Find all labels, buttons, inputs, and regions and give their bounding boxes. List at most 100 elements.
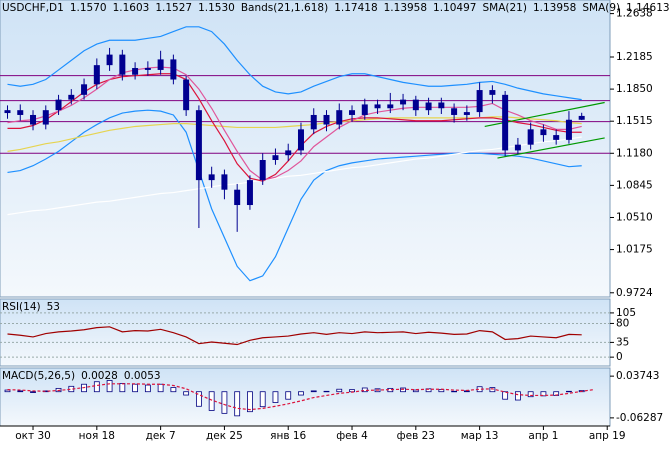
histogram-bar — [234, 391, 241, 417]
candle-body — [297, 129, 304, 151]
candle-body — [195, 110, 202, 181]
panel — [0, 367, 611, 427]
y-tick-label: 0 — [616, 351, 623, 363]
y-tick-label: 1.2638 — [616, 8, 653, 20]
header-text: 1.1530 — [198, 2, 235, 14]
candle-body — [349, 110, 356, 115]
histogram-bar — [489, 387, 496, 393]
histogram-bar — [4, 389, 11, 393]
candle-body — [272, 155, 279, 160]
y-tick-label: 1.1180 — [616, 147, 653, 159]
header-text: 1.13958 — [384, 2, 427, 14]
y-tick-label: 1.0845 — [616, 179, 653, 191]
y-tick-label: 1.2185 — [616, 51, 653, 63]
histogram-bar — [183, 391, 190, 396]
candle-body — [361, 104, 368, 115]
indicator-line — [7, 136, 582, 216]
histogram-bar — [336, 388, 343, 393]
header-text: 0.0028 — [81, 370, 118, 382]
histogram-bar — [93, 381, 100, 393]
header-text: 1.14613 — [626, 2, 669, 14]
indicator-line — [7, 66, 582, 181]
header-text: MACD(5,26,5) — [2, 370, 75, 382]
candle-body — [323, 114, 330, 125]
candle-body — [463, 112, 470, 115]
x-tick-label: фев 4 — [336, 430, 368, 442]
indicator-line — [7, 109, 582, 282]
x-tick-label: янв 16 — [270, 430, 306, 442]
x-tick-label: ноя 18 — [79, 430, 115, 442]
y-tick-label: 1.0175 — [616, 244, 653, 256]
histogram-bar — [412, 389, 419, 393]
candle-body — [374, 104, 381, 109]
candle-body — [183, 79, 190, 111]
candle-body — [17, 110, 24, 115]
candle-body — [514, 144, 521, 151]
histogram-bar — [247, 391, 253, 413]
histogram-bar — [195, 391, 202, 407]
candle-body — [81, 84, 88, 95]
histogram-bar — [259, 391, 266, 408]
candle-body — [336, 110, 343, 125]
histogram-bar — [17, 390, 24, 393]
histogram-bar — [540, 391, 547, 397]
candle-body — [119, 54, 126, 75]
header-text: 53 — [47, 301, 60, 313]
x-tick-label: апр 19 — [589, 430, 626, 442]
trend-line — [497, 137, 605, 159]
candle-body — [553, 135, 560, 140]
histogram-bar — [310, 390, 317, 393]
x-tick-label: дек 25 — [206, 430, 243, 442]
histogram-bar — [285, 391, 292, 400]
y-tick-label: -0.06287 — [616, 412, 663, 424]
header-text: RSI(14) — [2, 301, 41, 313]
candle-body — [540, 129, 547, 136]
header-text: 1.17418 — [334, 2, 377, 14]
candle-body — [246, 180, 253, 206]
header-text: 1.1527 — [155, 2, 192, 14]
candle-body — [527, 129, 534, 145]
y-tick-label: 80 — [616, 317, 629, 329]
candle-body — [30, 114, 37, 125]
signal-line — [7, 383, 595, 411]
candle-body — [489, 90, 496, 95]
histogram-bar — [298, 391, 304, 396]
candle-body — [144, 68, 151, 70]
y-tick-label: 1.1850 — [616, 83, 653, 95]
candle-body — [42, 110, 49, 125]
candle-body — [412, 99, 419, 111]
histogram-bar — [527, 391, 534, 398]
histogram-bar — [438, 389, 445, 393]
header-text: SMA(9) — [582, 2, 620, 14]
candle-body — [234, 189, 241, 206]
panel — [0, 0, 611, 298]
candle-body — [93, 65, 100, 85]
header-text: 0.0053 — [124, 370, 161, 382]
header-text: 1.13958 — [533, 2, 576, 14]
histogram-bar — [502, 391, 509, 400]
y-tick-label: 0.9724 — [616, 287, 653, 299]
header-text: SMA(21) — [482, 2, 526, 14]
histogram-bar — [132, 383, 139, 393]
header-text: 1.10497 — [433, 2, 476, 14]
histogram-bar — [451, 390, 458, 393]
candle-body — [285, 150, 292, 156]
candle-body — [4, 110, 11, 114]
x-tick-label: мар 13 — [461, 430, 499, 442]
y-tick-label: 1.0510 — [616, 211, 653, 223]
candle-body — [310, 114, 317, 130]
histogram-bar — [400, 387, 406, 393]
candle-body — [259, 159, 266, 181]
histogram-bar — [566, 390, 572, 393]
x-tick-label: фев 23 — [397, 430, 435, 442]
histogram-bar — [119, 382, 126, 393]
candle-body — [502, 94, 509, 151]
candle-body — [106, 54, 113, 66]
candle-body — [565, 119, 572, 140]
candle-body — [157, 59, 164, 70]
y-tick-label: 0.03743 — [616, 370, 659, 382]
histogram-bar — [170, 387, 177, 393]
header-text: USDCHF,D1 — [2, 2, 64, 14]
